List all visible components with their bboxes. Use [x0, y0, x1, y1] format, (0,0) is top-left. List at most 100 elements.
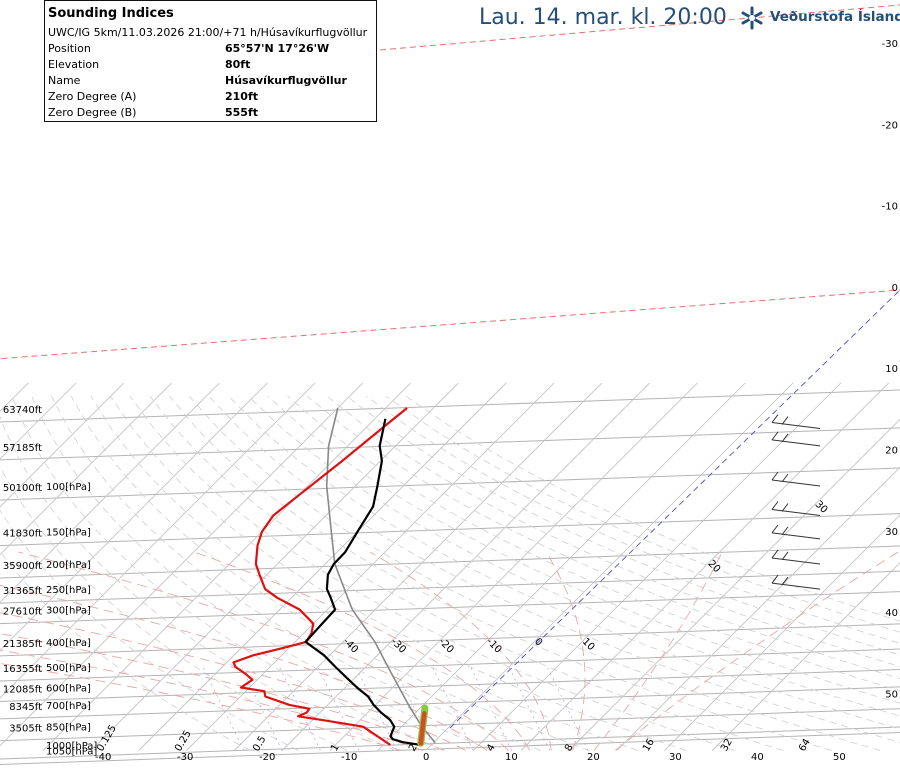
- temperature-axis-label: 50: [833, 752, 846, 763]
- dry-adiabat-line: [405, 395, 900, 622]
- altitude-label: 3505ft: [9, 724, 42, 735]
- right-scale-label: 20: [885, 446, 898, 457]
- mixing-ratio-line: [470, 666, 512, 751]
- isotherm-line: [664, 514, 900, 751]
- dry-adiabat-line: [129, 395, 735, 751]
- isotherm-line: [520, 382, 890, 751]
- info-label: Zero Degree (A): [48, 90, 137, 103]
- altitude-label: 12085ft: [3, 685, 42, 696]
- moist-adiabat-line: [545, 551, 586, 751]
- moist-adiabat-line: [615, 551, 899, 751]
- dry-adiabat-line: [169, 395, 832, 751]
- dry-adiabat-line: [0, 415, 396, 751]
- moist-adiabat-line: [194, 551, 531, 751]
- isotherm-label: -10: [484, 636, 503, 655]
- forecast-time-title: Lau. 14. mar. kl. 20:00: [479, 5, 727, 30]
- dry-adiabat-line: [208, 395, 900, 743]
- isotherm-line: [138, 382, 507, 751]
- isotherm-line: [0, 382, 77, 460]
- dry-adiabat-line: [11, 396, 445, 751]
- freezing-level-line: [0, 289, 900, 360]
- isotherm-line: [233, 382, 603, 751]
- temperature-axis-label: 30: [669, 752, 682, 763]
- pressure-label: 150[hPa]: [46, 528, 91, 539]
- mixing-ratio-label: 0.25: [173, 729, 194, 754]
- dry-adiabat-line: [31, 396, 493, 751]
- info-value: 65°57'N 17°26'W: [225, 42, 330, 55]
- right-scale-label: 50: [885, 689, 898, 700]
- altitude-label: 63740ft: [3, 405, 42, 416]
- info-value: Húsavíkurflugvöllur: [225, 74, 347, 87]
- right-scale-label: -20: [882, 120, 898, 131]
- isotherm-line: [377, 382, 746, 751]
- info-value: 210ft: [225, 90, 259, 103]
- isotherm-line: [0, 382, 364, 747]
- dry-adiabat-line: [267, 395, 900, 704]
- panel-title: Sounding Indices: [48, 6, 174, 21]
- isobar-line: [0, 513, 900, 547]
- isobar-line: [0, 669, 900, 702]
- dewpoint-line: [232, 407, 408, 746]
- isotherm-line: [0, 382, 268, 651]
- pressure-label: 100[hPa]: [46, 482, 91, 493]
- isotherm-label: -30: [389, 636, 408, 655]
- isotherm-line: [0, 382, 316, 699]
- isotherm-line: [568, 418, 900, 751]
- dry-adiabat-line: [228, 395, 900, 730]
- info-label: Elevation: [48, 58, 100, 71]
- moist-adiabat-line: [593, 551, 723, 751]
- temperature-axis-label: 0: [423, 752, 429, 763]
- altitude-label: 8345ft: [9, 702, 42, 713]
- dry-adiabat-line: [90, 395, 638, 751]
- isobar-line: [0, 545, 900, 579]
- right-scale-label: 30: [885, 527, 898, 538]
- mixing-ratio-label: 1: [329, 742, 342, 753]
- isotherm-label: 0: [532, 636, 544, 648]
- pressure-label: 250[hPa]: [46, 585, 91, 596]
- isobar-line: [0, 427, 900, 461]
- panel-subtitle: UWC/IG 5km/11.03.2026 21:00/+71 h/Húsaví…: [48, 26, 368, 39]
- pressure-label: 850[hPa]: [46, 723, 91, 734]
- brand-name: Veðurstofa Íslands: [770, 9, 900, 25]
- mixing-ratio-label: 4: [485, 742, 498, 753]
- isotherm-line: [0, 382, 125, 508]
- isobar-line: [0, 591, 900, 625]
- dry-adiabat-line: [307, 395, 900, 679]
- wind-barb: [771, 471, 821, 487]
- info-label: Position: [48, 42, 91, 55]
- pressure-label: 200[hPa]: [46, 560, 91, 571]
- wind-barb: [771, 549, 821, 565]
- isotherm-line: [425, 382, 794, 751]
- temperature-axis-label: -10: [341, 752, 357, 763]
- info-value: 80ft: [225, 58, 251, 71]
- temperature-axis-label: -40: [95, 752, 111, 763]
- mixing-ratio-label: 64: [797, 737, 813, 754]
- pressure-label: 600[hPa]: [46, 684, 91, 695]
- moist-adiabat-line: [0, 584, 488, 751]
- freezing-marker: [418, 711, 427, 746]
- moist-adiabat-line: [0, 662, 402, 751]
- wind-barb: [771, 574, 821, 590]
- isotherm-line: [616, 466, 900, 751]
- pressure-label: 300[hPa]: [46, 606, 91, 617]
- isobar-line: [0, 732, 900, 765]
- tropopause-line: [379, 4, 900, 51]
- wind-barb: [771, 524, 821, 540]
- wind-barb: [771, 431, 821, 447]
- isobar-line: [0, 389, 900, 423]
- sounding-indices-panel: Sounding Indices UWC/IG 5km/11.03.2026 2…: [44, 0, 377, 122]
- dry-adiabat-line: [0, 550, 251, 751]
- chart-labels: 1050[hPa]1000[hPa] 850[hPa] 3505ft 700[hPa]…: [3, 39, 898, 763]
- dry-adiabat-line: [51, 396, 541, 751]
- right-scale-label: 0: [892, 283, 898, 294]
- temperature-axis-label: 20: [587, 752, 600, 763]
- temperature-line: [304, 418, 422, 747]
- mixing-ratio-line: [393, 666, 436, 751]
- dry-adiabat-line: [366, 395, 900, 644]
- moist-adiabat-line: [370, 551, 552, 751]
- snowflake-logo-icon: [741, 6, 763, 30]
- temperature-axis-label: -20: [259, 752, 275, 763]
- reference-line: [449, 289, 900, 729]
- pressure-label: 1000[hPa]: [46, 741, 97, 752]
- dry-adiabat-line: [149, 395, 784, 751]
